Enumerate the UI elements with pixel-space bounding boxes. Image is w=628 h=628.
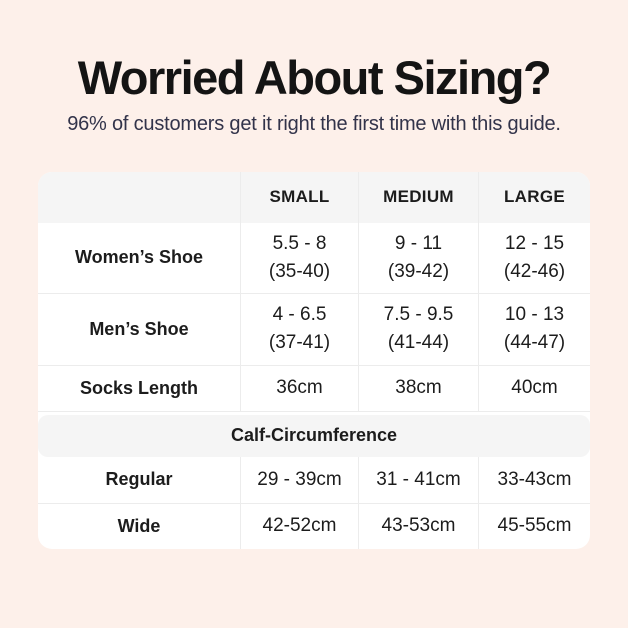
cell-value: 36cm	[276, 377, 323, 399]
table-row: Women’s Shoe 5.5 - 8 (35-40) 9 - 11 (39-42) 1…	[38, 222, 590, 293]
table-cell: 38cm	[358, 365, 478, 411]
cell-value: (41-44)	[387, 332, 450, 354]
table-cell: 29 - 39cm	[240, 456, 358, 503]
cell-value: 38cm	[395, 377, 442, 399]
row-label: Women’s Shoe	[74, 247, 204, 268]
column-header-small: SMALL	[240, 171, 358, 223]
row-label: Wide	[117, 515, 161, 536]
table-cell: 5.5 - 8 (35-40)	[240, 222, 358, 293]
cell-value: 29 - 39cm	[257, 468, 342, 490]
cell-value: (35-40)	[268, 260, 331, 282]
section-spacer	[38, 410, 590, 415]
column-header-large: LARGE	[478, 171, 590, 223]
size-table-calf-rows: Regular 29 - 39cm 31 - 41cm 33-43cm Wide 42-5…	[38, 456, 590, 549]
table-cell: 10 - 13 (44-47)	[478, 293, 590, 365]
cell-value: (37-41)	[268, 332, 331, 354]
table-cell: 4 - 6.5 (37-41)	[240, 293, 358, 365]
table-cell: 31 - 41cm	[358, 456, 478, 503]
cell-value: (44-47)	[503, 332, 566, 354]
cell-value: (39-42)	[387, 260, 450, 282]
cell-value: 40cm	[511, 377, 558, 399]
page-title: Worried About Sizing?	[77, 51, 552, 104]
cell-value: (42-46)	[503, 260, 566, 282]
cell-value: 4 - 6.5	[272, 304, 327, 326]
cell-value: 5.5 - 8	[272, 232, 327, 254]
cell-value: 10 - 13	[504, 304, 565, 326]
cell-value: 43-53cm	[381, 515, 456, 537]
table-cell: 12 - 15 (42-46)	[478, 222, 590, 293]
table-cell: 40cm	[478, 365, 590, 411]
table-cell: 45-55cm	[478, 503, 590, 549]
cell-value: 7.5 - 9.5	[383, 304, 454, 326]
cell-value: 42-52cm	[262, 515, 337, 537]
table-row: Men’s Shoe 4 - 6.5 (37-41) 7.5 - 9.5 (41-44)…	[38, 292, 590, 365]
table-cell: 43-53cm	[358, 503, 478, 549]
size-table-header-row: SMALL MEDIUM LARGE	[38, 171, 590, 223]
size-table-main-rows: Women’s Shoe 5.5 - 8 (35-40) 9 - 11 (39-42) 1…	[38, 222, 590, 411]
calf-circumference-band: Calf-Circumference	[38, 414, 590, 457]
row-label: Men’s Shoe	[89, 318, 189, 339]
table-cell: 9 - 11 (39-42)	[358, 222, 478, 293]
table-cell: 36cm	[240, 365, 358, 411]
row-label: Socks Length	[79, 377, 199, 398]
table-cell: 7.5 - 9.5 (41-44)	[358, 293, 478, 365]
table-cell: 33-43cm	[478, 456, 590, 503]
size-table: SMALL MEDIUM LARGE Women’s Shoe 5.5 - 8 (3…	[38, 171, 590, 549]
page-subtitle: 96% of customers get it right the first …	[67, 112, 561, 135]
cell-value: 31 - 41cm	[376, 468, 461, 490]
table-row: Wide 42-52cm 43-53cm 45-55cm	[38, 502, 590, 549]
cell-value: 12 - 15	[504, 232, 565, 254]
column-header-medium: MEDIUM	[358, 171, 478, 223]
table-cell: 42-52cm	[240, 503, 358, 549]
cell-value: 9 - 11	[394, 232, 443, 254]
table-row: Socks Length 36cm 38cm 40cm	[38, 364, 590, 411]
table-row: Regular 29 - 39cm 31 - 41cm 33-43cm	[38, 456, 590, 503]
corner-cell	[38, 172, 240, 223]
cell-value: 45-55cm	[497, 515, 572, 537]
cell-value: 33-43cm	[497, 468, 572, 490]
calf-circumference-label: Calf-Circumference	[230, 425, 398, 446]
row-label: Regular	[105, 469, 173, 490]
